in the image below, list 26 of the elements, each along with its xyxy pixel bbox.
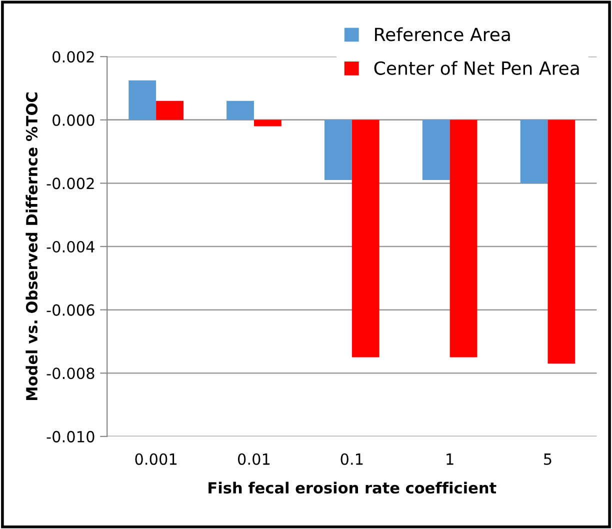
y-tick-label: -0.006 xyxy=(46,304,94,316)
bar xyxy=(226,100,254,120)
y-tick-label: -0.004 xyxy=(46,240,94,253)
x-axis-title: Fish fecal erosion rate coefficient xyxy=(208,482,496,494)
bar xyxy=(520,120,548,184)
bar xyxy=(156,100,184,120)
y-tick-label: 0.000 xyxy=(52,114,94,126)
y-tick-label: -0.002 xyxy=(46,178,94,190)
x-tick-label: 1 xyxy=(446,454,454,465)
bar xyxy=(548,120,576,364)
bar xyxy=(422,120,450,180)
bar xyxy=(450,120,478,358)
legend-label: Reference Area xyxy=(375,27,510,42)
x-tick-label: 0.001 xyxy=(135,453,177,465)
bar xyxy=(352,120,380,358)
y-tick-label: -0.008 xyxy=(46,368,94,380)
y-tick-label: -0.010 xyxy=(46,430,94,442)
y-axis-title: Model vs. Observed Differnce %TOC xyxy=(26,92,38,400)
y-tick-label: 0.002 xyxy=(52,51,94,63)
bar xyxy=(324,120,352,180)
x-tick-label: 0.1 xyxy=(340,453,363,465)
legend-label: Center of Net Pen Area xyxy=(374,61,579,75)
bar xyxy=(254,120,282,126)
x-tick-label: 0.01 xyxy=(238,453,270,465)
x-tick-label: 5 xyxy=(544,454,552,465)
bar xyxy=(128,80,156,120)
